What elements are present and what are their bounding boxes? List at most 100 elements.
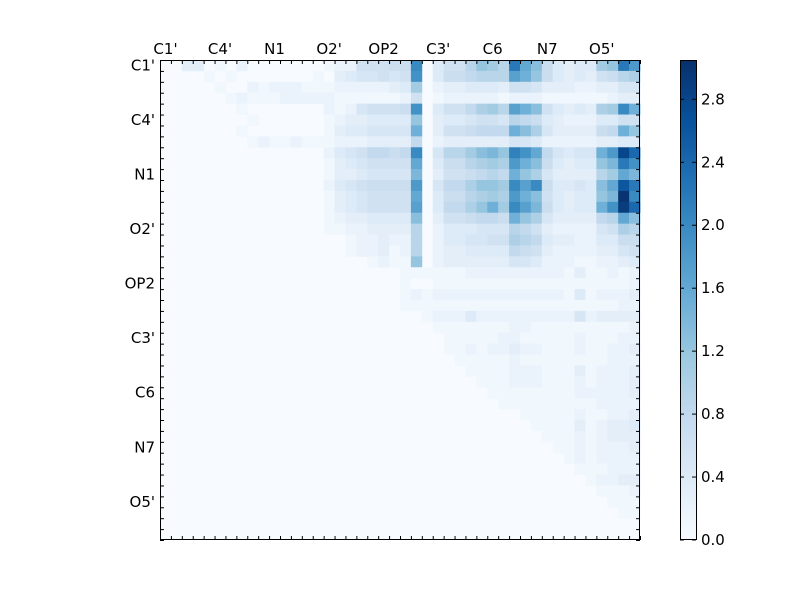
heatmap-cell [607,125,619,137]
heatmap-cell [607,158,619,170]
heatmap-cell [530,398,543,410]
heatmap-cell [498,234,510,246]
heatmap-cell [258,92,270,105]
heatmap-cell [574,441,586,454]
heatmap-cell [312,92,325,105]
heatmap-cell [389,114,401,126]
heatmap-cell [585,70,597,83]
heatmap-cell [563,92,575,105]
heatmap-cell [487,256,499,268]
heatmap-cell [509,158,521,170]
heatmap-cell [225,70,237,83]
heatmap-cell [443,234,455,246]
heatmap-cell [629,420,641,432]
heatmap-cell [356,60,368,72]
heatmap-cell [378,169,390,181]
heatmap-cell [509,190,521,203]
heatmap-cell [618,398,630,410]
heatmap-cell [465,70,477,83]
heatmap-cell [214,60,226,72]
heatmap-cell [465,180,477,192]
heatmap-cell [443,267,455,279]
heatmap-cell [541,125,554,137]
heatmap-cell [432,92,445,105]
heatmap-cell [563,376,575,388]
heatmap-cell [465,223,477,235]
heatmap-cell [367,201,379,214]
heatmap-cell [596,321,608,334]
heatmap-cell [465,81,477,94]
heatmap-cell [629,212,641,225]
heatmap-cell [530,169,543,181]
heatmap-cell [574,321,586,334]
heatmap-cell [520,332,532,345]
heatmap-cell [520,92,532,105]
heatmap-cell [236,60,248,72]
heatmap-cell [345,180,357,192]
heatmap-cell [618,158,630,170]
heatmap-cell [432,321,445,334]
heatmap-cell [552,201,565,214]
heatmap-cell [585,114,597,126]
heatmap-cell [585,60,597,72]
heatmap-cell [443,343,455,355]
y-tick-label: C4' [131,111,155,129]
heatmap-cell [552,289,565,301]
heatmap-cell [541,256,554,268]
heatmap-cell [487,212,499,225]
heatmap-cell [465,125,477,137]
heatmap-cell [356,158,368,170]
heatmap-cell [465,103,477,115]
heatmap-cell [498,136,510,148]
heatmap-cell [629,201,641,214]
x-tick-label: OP2 [368,40,398,58]
heatmap-cell [389,212,401,225]
heatmap-cell [454,190,466,203]
heatmap-cell [574,212,586,225]
heatmap-cell [520,114,532,126]
heatmap-cell [378,212,390,225]
heatmap-cell [629,125,641,137]
heatmap-cell [487,223,499,235]
heatmap-cell [400,92,412,105]
heatmap-cell [476,125,488,137]
heatmap-cell [356,190,368,203]
x-tick-label: O5' [589,40,614,58]
heatmap-cell [574,169,586,181]
heatmap-cell [596,267,608,279]
heatmap-cell [312,81,325,94]
heatmap-cell [541,70,554,83]
heatmap-cell [541,278,554,290]
heatmap-cell [443,114,455,126]
heatmap-cell [629,114,641,126]
heatmap-cell [454,147,466,159]
heatmap-cell [334,212,346,225]
heatmap-cell [432,201,445,214]
heatmap-cell [389,223,401,235]
heatmap-cell [520,147,532,159]
heatmap-cell [509,256,521,268]
heatmap-cell [509,245,521,257]
heatmap-cell [345,114,357,126]
heatmap-cell [530,103,543,115]
heatmap-cell [389,147,401,159]
heatmap-cell [443,81,455,94]
heatmap-cell [574,420,586,432]
heatmap-cell [400,267,412,279]
heatmap-cell [618,300,630,312]
minor-ticks [160,60,641,541]
heatmap-cell [530,343,543,355]
heatmap-cell [367,60,379,72]
heatmap-cell [367,136,379,148]
heatmap-cell [454,81,466,94]
heatmap-cell [530,409,543,421]
heatmap-cell [596,190,608,203]
heatmap-cell [552,147,565,159]
heatmap-cell [574,289,586,301]
heatmap-cell [356,201,368,214]
heatmap-cell [629,343,641,355]
heatmap-cell [618,136,630,148]
heatmap-cell [530,114,543,126]
heatmap-cell [596,485,608,497]
heatmap-cell [520,60,532,72]
